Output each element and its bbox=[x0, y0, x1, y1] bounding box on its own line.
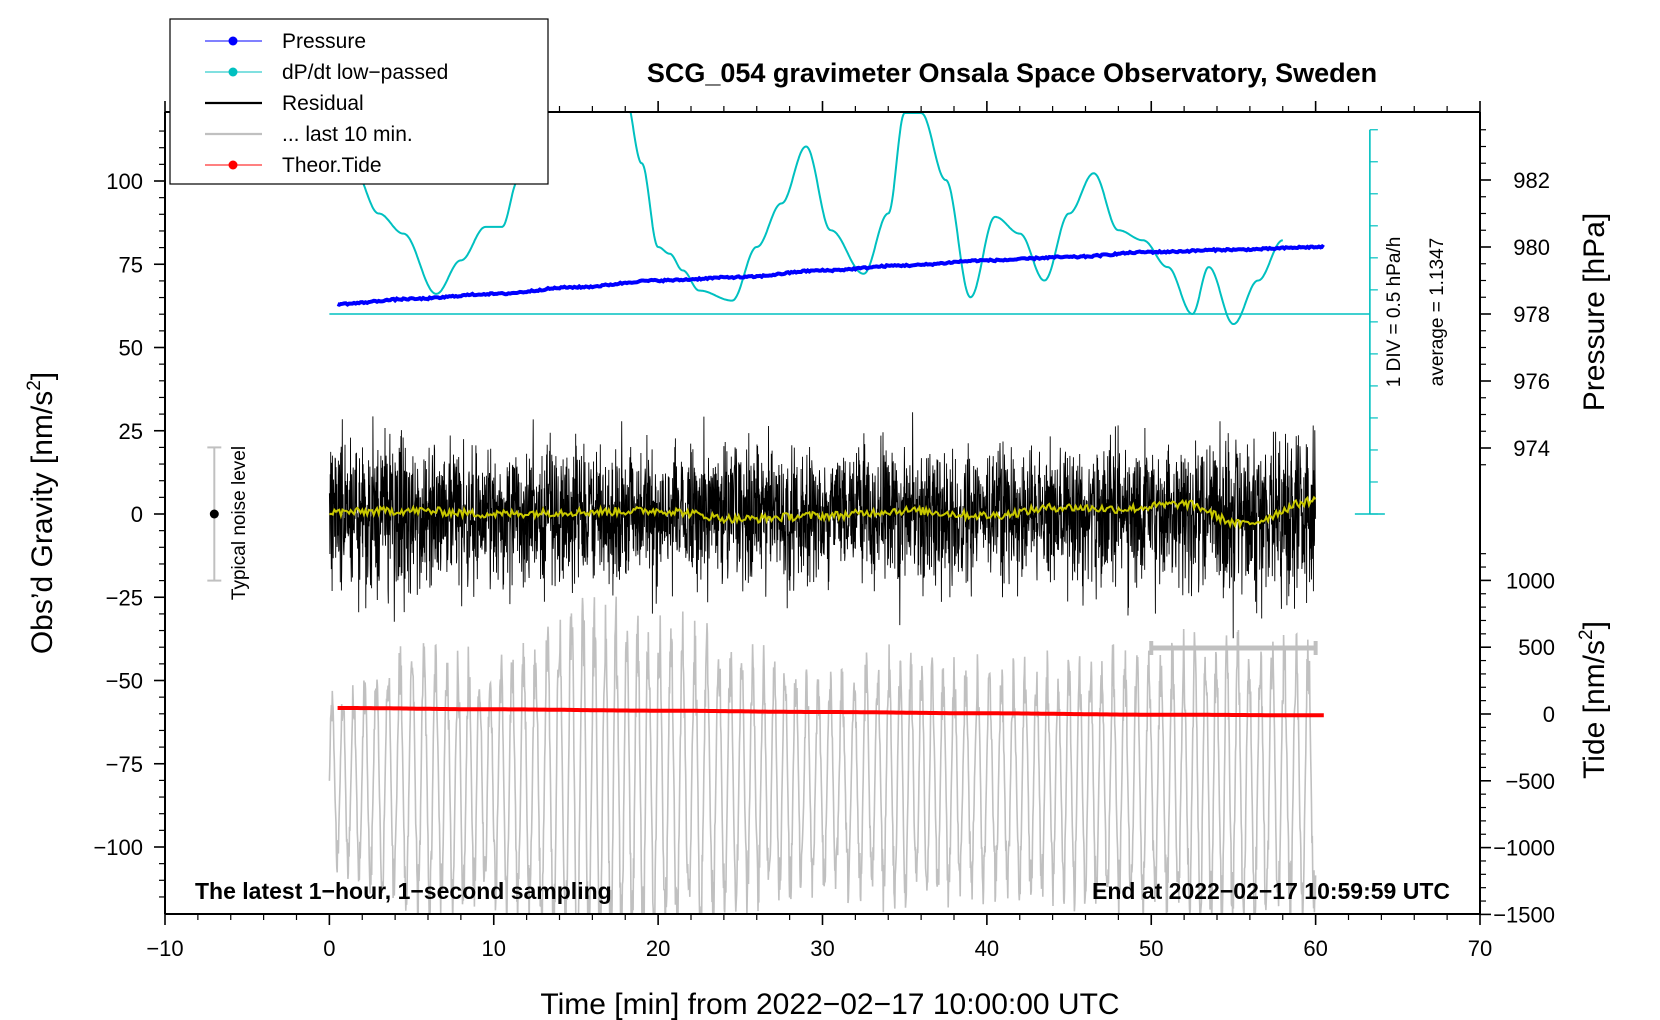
series-layer bbox=[328, 112, 1370, 914]
tide-tick-label: 500 bbox=[1518, 635, 1555, 660]
legend-label: dP/dt low−passed bbox=[282, 61, 448, 84]
tide-tick-label: 0 bbox=[1543, 702, 1555, 727]
legend-swatch-dot bbox=[228, 160, 238, 170]
y-tick-label: 25 bbox=[119, 419, 143, 444]
bottom-left-note: The latest 1−hour, 1−second sampling bbox=[195, 878, 612, 904]
y-tick-label: 50 bbox=[119, 336, 143, 361]
x-tick-label: 60 bbox=[1303, 936, 1327, 961]
legend-label: Pressure bbox=[282, 30, 366, 53]
noise-level-indicator bbox=[207, 446, 222, 582]
noise-dot bbox=[209, 509, 219, 519]
tide-axis: 1000 500 0 −500 −1000 −1500 bbox=[1480, 553, 1555, 927]
legend-label: Residual bbox=[282, 92, 364, 115]
pressure-axis: 982 980 978 976 974 bbox=[1480, 129, 1550, 466]
div-label: 1 DIV = 0.5 hPa/h bbox=[1384, 237, 1405, 388]
y-tick-label: −100 bbox=[93, 835, 143, 860]
legend-swatch-dot bbox=[228, 67, 238, 77]
pressure-tick-label: 978 bbox=[1513, 302, 1550, 327]
x-tick-label: 50 bbox=[1139, 936, 1163, 961]
y-axis-label-pressure: Pressure [hPa] bbox=[1578, 213, 1611, 411]
legend-swatch-dot bbox=[228, 36, 238, 46]
legend-label: ... last 10 min. bbox=[282, 123, 413, 146]
series-pressure bbox=[336, 244, 1325, 307]
noise-label: Typical noise level bbox=[229, 446, 250, 600]
x-axis: −10 0 10 20 30 40 50 60 70 bbox=[146, 101, 1492, 961]
dpdt-scale-bar bbox=[1354, 129, 1385, 515]
chart-title: SCG_054 gravimeter Onsala Space Observat… bbox=[647, 58, 1377, 88]
y-axis-label-gravity: Obs’d Gravity [nm/s2] bbox=[24, 372, 59, 654]
y-tick-label: 100 bbox=[106, 169, 143, 194]
y-tick-label: −50 bbox=[106, 669, 143, 694]
x-tick-label: 20 bbox=[646, 936, 670, 961]
x-axis-label: Time [min] from 2022−02−17 10:00:00 UTC bbox=[540, 988, 1119, 1020]
tide-tick-label: −500 bbox=[1505, 769, 1555, 794]
bottom-right-note: End at 2022−02−17 10:59:59 UTC bbox=[1092, 878, 1450, 904]
pressure-tick-label: 974 bbox=[1513, 436, 1550, 461]
legend-label: Theor.Tide bbox=[282, 154, 382, 177]
y-tick-label: −25 bbox=[106, 585, 143, 610]
tide-tick-label: −1500 bbox=[1493, 902, 1555, 927]
series-residual-smoothed bbox=[328, 495, 1317, 530]
average-label: average = 1.1347 bbox=[1427, 238, 1448, 386]
pressure-tick-label: 980 bbox=[1513, 235, 1550, 260]
x-tick-label: 70 bbox=[1468, 936, 1492, 961]
series-dpdt bbox=[337, 112, 1283, 325]
y-tick-label: 0 bbox=[131, 502, 143, 527]
left-axis: 100 75 50 25 0 −25 −50 −75 −100 bbox=[93, 130, 165, 898]
y-tick-label: −75 bbox=[106, 752, 143, 777]
tide-tick-label: −1000 bbox=[1493, 836, 1555, 861]
pressure-tick-label: 976 bbox=[1513, 369, 1550, 394]
series-clip-group bbox=[328, 112, 1370, 914]
time-scale-bar bbox=[1149, 641, 1318, 655]
x-tick-label: 0 bbox=[323, 936, 335, 961]
series-theor-tide bbox=[337, 706, 1324, 718]
x-tick-label: 40 bbox=[975, 936, 999, 961]
y-tick-label: 75 bbox=[119, 252, 143, 277]
x-tick-label: 30 bbox=[810, 936, 834, 961]
y-axis-label-tide: Tide [nm/s2] bbox=[1576, 621, 1611, 779]
tide-tick-label: 1000 bbox=[1506, 568, 1555, 593]
series-residual bbox=[328, 412, 1317, 639]
x-tick-label: 10 bbox=[482, 936, 506, 961]
pressure-tick-label: 982 bbox=[1513, 168, 1550, 193]
legend: Pressure dP/dt low−passed Residual ... last… bbox=[169, 18, 549, 185]
x-tick-label: −10 bbox=[146, 936, 183, 961]
series-last-10-min bbox=[328, 596, 1317, 914]
